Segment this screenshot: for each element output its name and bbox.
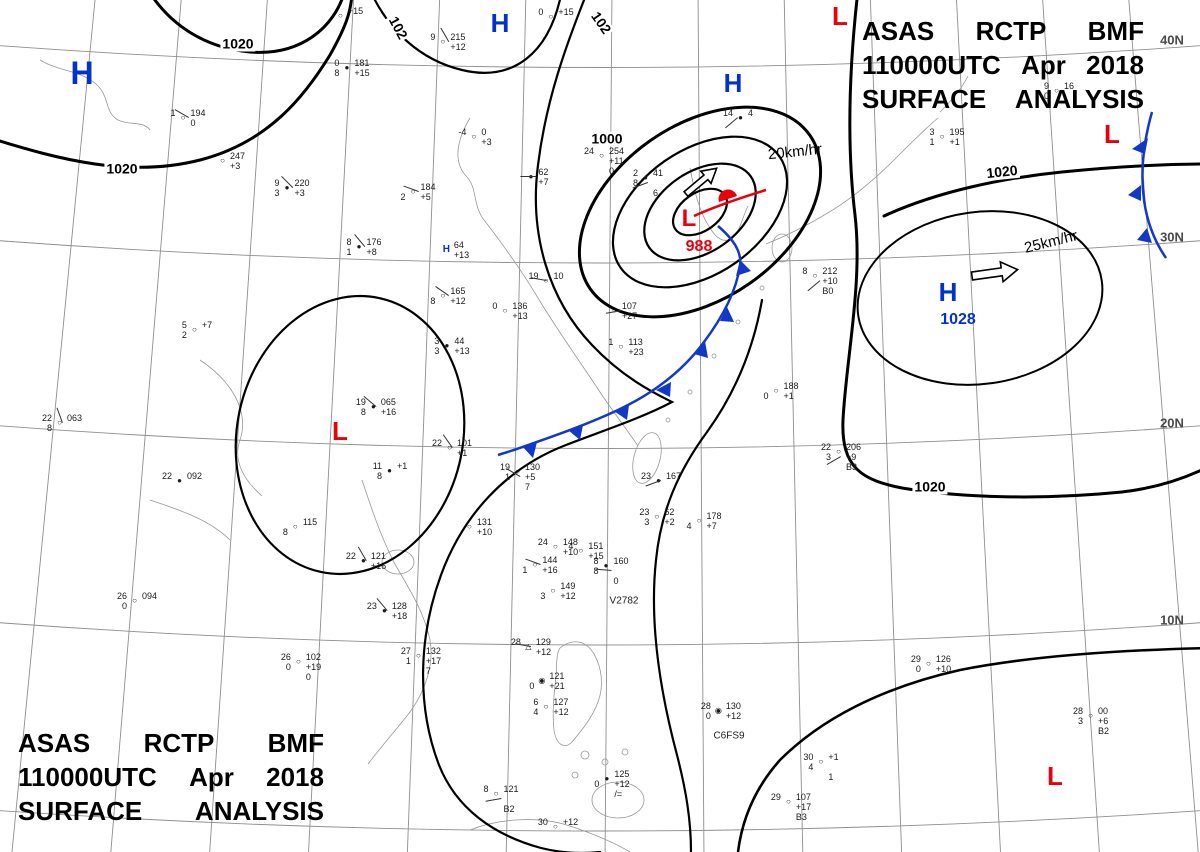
title-line-type: SURFACE ANALYSIS [862, 82, 1144, 116]
title-word: 2018 [266, 762, 324, 792]
title-word: ANALYSIS [1014, 84, 1144, 114]
title-word: RCTP [975, 16, 1047, 46]
title-word: BMF [267, 728, 324, 758]
title-word: Apr [189, 762, 234, 792]
title-word: ANALYSIS [194, 796, 324, 826]
warm-front [693, 188, 767, 218]
title-line-product: ASAS RCTP BMF [18, 726, 324, 760]
cold-front [497, 225, 751, 458]
cold-front-east [1128, 111, 1168, 259]
title-line-datetime: 110000UTC Apr 2018 [862, 48, 1144, 82]
chart-title-bottom-left: ASAS RCTP BMF 110000UTC Apr 2018 SURFACE ANAL… [18, 726, 324, 828]
coastlines [39, 59, 969, 852]
low-movement-arrow [682, 167, 718, 198]
title-word: ASAS [862, 16, 935, 46]
title-word: 2018 [1086, 50, 1144, 80]
title-word: SURFACE [862, 84, 987, 114]
title-line-datetime: 110000UTC Apr 2018 [18, 760, 324, 794]
title-word: RCTP [143, 728, 215, 758]
title-line-product: ASAS RCTP BMF [862, 14, 1144, 48]
title-word: BMF [1087, 16, 1144, 46]
warm-front-semicircle [718, 189, 737, 202]
title-line-type: SURFACE ANALYSIS [18, 794, 324, 828]
title-word: SURFACE [18, 796, 143, 826]
title-word: 110000UTC [18, 762, 157, 792]
title-word: ASAS [18, 728, 91, 758]
high-movement-arrow [970, 260, 1020, 284]
cold-front-triangles [522, 260, 751, 458]
title-word: Apr [1021, 50, 1066, 80]
title-word: 110000UTC [862, 50, 1001, 80]
chart-title-top-right: ASAS RCTP BMF 110000UTC Apr 2018 SURFACE ANAL… [862, 14, 1144, 116]
